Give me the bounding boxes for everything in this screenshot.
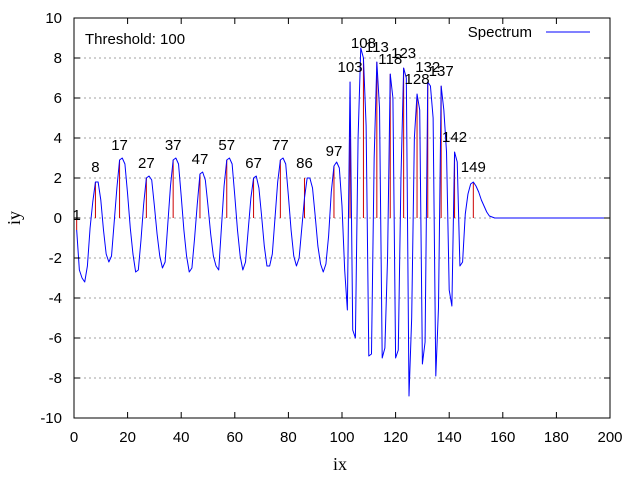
y-tick-label: 6 bbox=[54, 90, 62, 107]
peak-label: 142 bbox=[442, 129, 467, 146]
peak-label: 8 bbox=[91, 159, 99, 176]
peak-label: 77 bbox=[272, 137, 289, 154]
y-tick-label: -10 bbox=[40, 410, 62, 427]
peak-label: 128 bbox=[405, 71, 430, 88]
x-tick-label: 40 bbox=[173, 429, 190, 446]
y-tick-label: -4 bbox=[49, 290, 62, 307]
peak-label: 103 bbox=[338, 59, 363, 76]
y-tick-label: 0 bbox=[54, 210, 62, 227]
peak-label: 118 bbox=[378, 51, 402, 68]
legend: Spectrum bbox=[468, 24, 590, 41]
x-tick-label: 120 bbox=[383, 429, 408, 446]
y-tick-label: 4 bbox=[54, 130, 62, 147]
x-axis-label: ix bbox=[333, 454, 347, 474]
peak-label: 27 bbox=[138, 155, 155, 172]
peak-label: 123 bbox=[391, 45, 416, 62]
series-line-spectrum bbox=[76, 47, 610, 397]
y-tick-label: 10 bbox=[45, 10, 62, 27]
y-tick-label: 8 bbox=[54, 50, 62, 67]
peak-label: 47 bbox=[192, 151, 209, 168]
peak-label: 57 bbox=[218, 137, 235, 154]
x-tick-label: 0 bbox=[70, 429, 78, 446]
threshold-annotation: Threshold: 100 bbox=[85, 31, 185, 48]
y-tick-label: -2 bbox=[49, 250, 62, 267]
x-tick-label: 180 bbox=[544, 429, 569, 446]
peak-label: 137 bbox=[429, 63, 454, 80]
peak-label: 37 bbox=[165, 137, 182, 154]
peak-label: 108 bbox=[351, 35, 376, 52]
peak-label: 86 bbox=[296, 155, 313, 172]
x-tick-label: 100 bbox=[329, 429, 354, 446]
peak-label: 149 bbox=[461, 159, 486, 176]
peak-label: 132 bbox=[415, 59, 440, 76]
x-tick-label: 20 bbox=[119, 429, 136, 446]
legend-entry-spectrum: Spectrum bbox=[468, 24, 532, 41]
x-tick-label: 60 bbox=[226, 429, 243, 446]
x-tick-label: 160 bbox=[490, 429, 515, 446]
x-tick-label: 80 bbox=[280, 429, 297, 446]
y-axis-label: iy bbox=[4, 211, 24, 225]
peak-label: 113 bbox=[365, 39, 389, 56]
y-tick-label: -8 bbox=[49, 370, 62, 387]
peak-label: 17 bbox=[111, 137, 128, 154]
peak-label: 67 bbox=[245, 155, 262, 172]
x-tick-label: 200 bbox=[597, 429, 622, 446]
y-tick-label: -6 bbox=[49, 330, 62, 347]
y-tick-label: 2 bbox=[54, 170, 62, 187]
series-layer bbox=[76, 47, 610, 397]
peak-label: 1 bbox=[73, 207, 81, 224]
x-tick-label: 140 bbox=[437, 429, 462, 446]
peak-label: 97 bbox=[326, 143, 343, 160]
